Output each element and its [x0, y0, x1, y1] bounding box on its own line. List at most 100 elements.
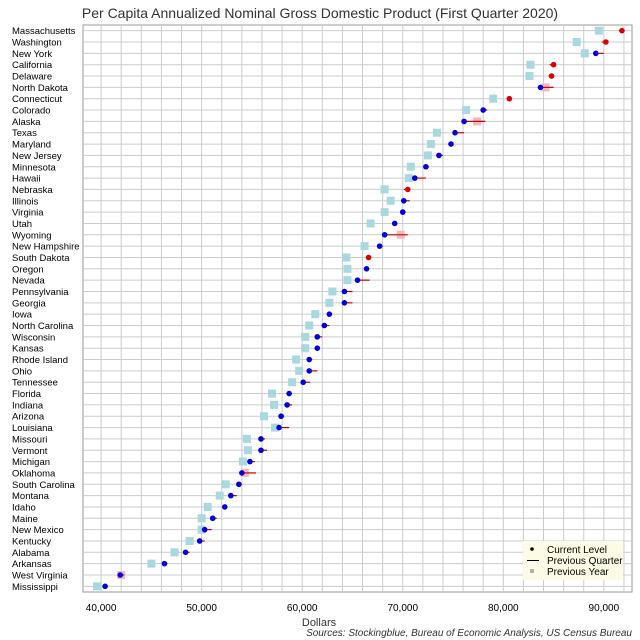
current-level-point — [452, 129, 458, 136]
y-tick-label: North Dakota — [12, 83, 69, 94]
y-tick-label: Mississippi — [12, 582, 58, 593]
current-level-point — [321, 322, 328, 329]
current-level-point — [102, 583, 108, 590]
current-level-point — [603, 39, 609, 45]
current-level-point — [182, 549, 189, 556]
y-tick-label: Delaware — [12, 72, 52, 83]
plot-area — [82, 24, 633, 593]
x-tick-label: 70,000 — [387, 603, 418, 614]
legend: Current Level Previous Quarter Previous … — [523, 541, 623, 580]
y-tick-label: New Jersey — [12, 151, 62, 162]
x-axis-tick-labels: 40,000 50,000 60,000 70,000 80,000 90,000 — [86, 603, 620, 614]
current-level-point — [314, 334, 321, 340]
y-tick-label: New Mexico — [12, 525, 64, 536]
current-level-point — [201, 526, 208, 533]
previous-year-marker — [489, 94, 498, 103]
current-level-point — [537, 84, 544, 91]
y-tick-label: Idaho — [12, 502, 36, 513]
previous-year-marker — [271, 423, 280, 432]
previous-year-marker — [325, 298, 334, 307]
previous-year-marker — [380, 185, 389, 194]
previous-year-marker — [380, 208, 389, 217]
previous-year-marker — [328, 287, 337, 296]
y-tick-label: Nevada — [12, 276, 45, 287]
previous-year-marker — [185, 536, 194, 545]
y-tick-label: Colorado — [12, 106, 51, 117]
current-level-point — [278, 413, 284, 420]
y-tick-label: Washington — [12, 38, 62, 49]
previous-year-marker — [366, 219, 375, 228]
previous-year-marker — [432, 128, 441, 137]
current-level-point — [461, 118, 467, 125]
current-level-point — [354, 277, 361, 283]
current-level-point — [247, 458, 253, 465]
y-tick-label: Texas — [12, 128, 37, 139]
current-level-point — [341, 300, 348, 306]
previous-year-marker — [270, 400, 279, 409]
legend-box — [523, 541, 623, 580]
current-level-point — [399, 209, 406, 215]
previous-year-marker — [580, 49, 589, 58]
y-tick-label: Missouri — [12, 434, 47, 445]
current-level-point — [391, 220, 398, 227]
previous-year-marker — [572, 38, 581, 47]
y-tick-label: Alaska — [12, 117, 41, 128]
current-level-point — [404, 186, 411, 193]
current-level-point — [258, 436, 264, 442]
previous-year-marker — [259, 412, 268, 421]
y-tick-label: Alabama — [12, 548, 50, 559]
previous-year-marker — [594, 26, 603, 35]
y-tick-label: Indiana — [12, 400, 44, 411]
previous-year-marker — [242, 434, 251, 443]
y-tick-label: Maryland — [12, 140, 51, 151]
current-level-point — [236, 481, 242, 488]
current-level-point — [117, 572, 124, 578]
current-level-point — [550, 61, 557, 68]
current-level-point — [363, 266, 370, 272]
current-level-point — [506, 95, 513, 102]
y-tick-label: West Virginia — [12, 570, 68, 581]
current-level-point — [376, 243, 383, 249]
current-level-point — [209, 515, 216, 522]
previous-year-marker — [93, 582, 102, 591]
current-level-point — [423, 163, 429, 170]
current-level-point — [400, 197, 407, 204]
legend-current-label: Current Level — [547, 545, 607, 556]
y-tick-label: Wisconsin — [12, 332, 55, 343]
y-tick-label: California — [12, 60, 53, 71]
y-tick-label: New York — [12, 49, 52, 60]
current-level-points — [102, 27, 625, 590]
y-tick-label: New Hampshire — [12, 242, 80, 253]
previous-year-marker — [343, 276, 352, 285]
previous-year-marker — [197, 514, 206, 523]
current-level-point — [228, 492, 234, 499]
current-level-point — [314, 345, 321, 351]
x-tick-label: 40,000 — [86, 603, 117, 614]
x-axis-label: Dollars — [302, 617, 337, 629]
current-level-point — [196, 538, 203, 544]
current-level-point — [300, 379, 307, 386]
previous-year-marker — [203, 502, 212, 511]
previous-year-marker — [301, 332, 310, 341]
y-tick-label: Oklahoma — [12, 468, 56, 479]
previous-year-marker — [268, 389, 277, 398]
y-tick-label: Michigan — [12, 457, 50, 468]
source-note: Sources: Stockingblue, Bureau of Economi… — [306, 628, 632, 639]
previous-year-marker — [386, 196, 395, 205]
current-level-point — [365, 254, 372, 261]
previous-year-marker — [525, 72, 534, 81]
y-tick-label: Utah — [12, 219, 32, 230]
y-tick-label: Tennessee — [12, 378, 58, 389]
current-level-point — [326, 311, 333, 317]
current-level-point — [480, 107, 486, 113]
y-tick-label: Connecticut — [12, 94, 63, 105]
current-level-point — [436, 152, 442, 159]
y-tick-label: Maine — [12, 514, 38, 525]
current-level-point — [284, 402, 290, 408]
previous-year-marker — [295, 366, 304, 375]
y-tick-label: Kentucky — [12, 536, 51, 547]
previous-year-marker — [462, 106, 471, 115]
y-tick-label: Louisiana — [12, 423, 53, 434]
y-tick-label: South Dakota — [12, 253, 70, 264]
